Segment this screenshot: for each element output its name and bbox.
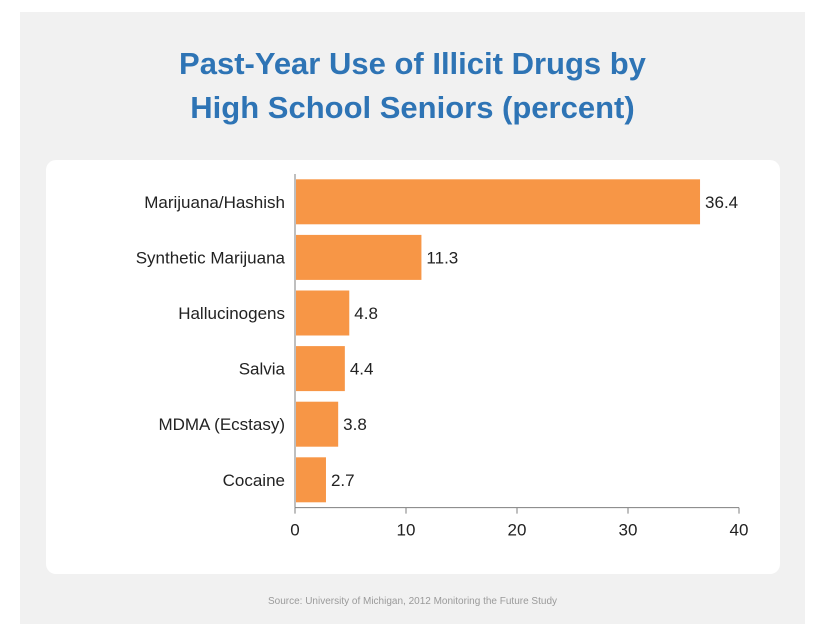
bar (296, 234, 422, 280)
data-label: 2.7 (331, 471, 355, 490)
data-label: 11.3 (426, 248, 458, 267)
category-label: Hallucinogens (178, 304, 285, 323)
category-label: Cocaine (223, 471, 285, 490)
category-label: Marijuana/Hashish (144, 193, 285, 212)
category-label: MDMA (Ecstasy) (158, 415, 285, 434)
data-label: 4.8 (354, 304, 378, 323)
chart-title: Past-Year Use of Illicit Drugs by High S… (20, 42, 805, 130)
x-tick-label: 20 (508, 521, 527, 540)
bar (296, 179, 701, 225)
x-tick-label: 0 (290, 521, 299, 540)
data-label: 4.4 (350, 360, 374, 379)
data-label: 3.8 (343, 415, 367, 434)
x-tick-label: 30 (619, 521, 638, 540)
category-label: Salvia (239, 360, 286, 379)
bar-chart: Marijuana/Hashish 36.4 Synthetic Marijuana… (136, 174, 749, 540)
x-tick-label: 40 (730, 521, 749, 540)
bar (296, 346, 345, 392)
slide-background: Past-Year Use of Illicit Drugs by High S… (20, 12, 805, 624)
bar (296, 290, 350, 336)
title-line-2: High School Seniors (percent) (190, 90, 635, 125)
source-note: Source: University of Michigan, 2012 Mon… (267, 596, 558, 607)
chart-panel: Marijuana/Hashish 36.4 Synthetic Marijuana… (46, 160, 780, 574)
bar (296, 457, 326, 503)
data-label: 36.4 (705, 193, 738, 212)
title-line-1: Past-Year Use of Illicit Drugs by (179, 46, 646, 81)
category-label: Synthetic Marijuana (136, 248, 286, 267)
x-tick-label: 10 (397, 521, 416, 540)
bar (296, 401, 339, 447)
